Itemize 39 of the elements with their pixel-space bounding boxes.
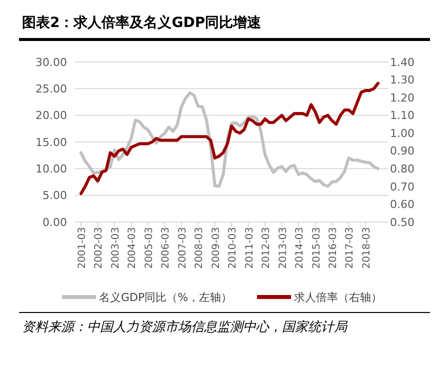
x-tick-label: 2013-03 <box>278 227 289 269</box>
x-tick-label: 2017-03 <box>344 227 356 269</box>
y2-tick-label: 0.90 <box>390 144 414 158</box>
x-tick-label: 2007-03 <box>177 227 188 269</box>
y2-tick-label: 0.80 <box>390 162 414 176</box>
x-tick-label: 2009-03 <box>210 227 222 269</box>
x-tick-label: 2016-03 <box>328 227 339 269</box>
y2-tick-label: 1.10 <box>390 109 414 122</box>
y2-tick-label: 1.40 <box>390 56 414 69</box>
x-tick-label: 2008-03 <box>194 227 206 269</box>
x-tick-label: 2010-03 <box>228 227 239 269</box>
y-tick-label: 0.00 <box>42 216 67 229</box>
x-tick-label: 2018-03 <box>361 227 372 269</box>
y2-tick-label: 0.70 <box>390 180 414 194</box>
y-tick-label: 20.00 <box>36 109 67 122</box>
legend-label: 求人倍率（右轴） <box>294 290 382 304</box>
x-tick-label: 2015-03 <box>311 227 322 269</box>
y-tick-label: 10.00 <box>36 162 67 176</box>
legend-label: 名义GDP同比（%，左轴） <box>99 290 232 304</box>
y-tick-label: 5.00 <box>42 189 67 202</box>
x-tick-label: 2011-03 <box>244 227 256 269</box>
x-tick-label: 2004-03 <box>127 227 138 269</box>
y-tick-label: 30.00 <box>36 56 67 69</box>
x-tick-label: 2012-03 <box>261 227 272 269</box>
y2-tick-label: 0.60 <box>390 198 414 212</box>
y-tick-label: 15.00 <box>36 136 67 149</box>
chart-title: 图表2：求人倍率及名义GDP同比增速 <box>22 14 262 31</box>
y2-tick-label: 1.00 <box>390 126 414 140</box>
y-tick-label: 25.00 <box>36 82 67 96</box>
x-tick-label: 2002-03 <box>94 227 105 269</box>
x-tick-label: 2005-03 <box>144 227 155 269</box>
x-tick-label: 2014-03 <box>294 227 306 269</box>
x-tick-label: 2001-03 <box>77 227 88 269</box>
text: 资料来源：中国人力资源市场信息监测中心，国家统计局 <box>22 319 348 335</box>
y2-tick-label: 0.50 <box>390 216 414 229</box>
x-tick-label: 2003-03 <box>110 227 122 269</box>
y2-tick-label: 1.20 <box>390 91 414 104</box>
y2-tick-label: 1.30 <box>390 74 414 87</box>
x-tick-label: 2006-03 <box>160 227 172 269</box>
